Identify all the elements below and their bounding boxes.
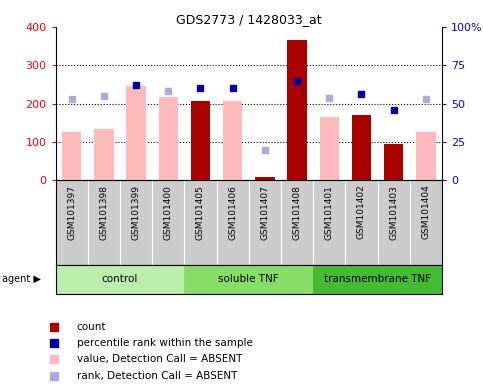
Bar [320,117,339,180]
Bar [56,265,185,294]
Bar [352,115,371,180]
Text: percentile rank within the sample: percentile rank within the sample [77,338,253,348]
Text: GSM101407: GSM101407 [260,185,270,240]
Bar [384,144,403,180]
Text: GSM101403: GSM101403 [389,185,398,240]
Text: GSM101397: GSM101397 [67,185,76,240]
Title: GDS2773 / 1428033_at: GDS2773 / 1428033_at [176,13,322,26]
Bar [62,132,81,180]
Text: control: control [102,274,138,285]
Bar [191,101,210,180]
Text: value, Detection Call = ABSENT: value, Detection Call = ABSENT [77,354,242,364]
Text: GSM101401: GSM101401 [325,185,334,240]
Bar [185,265,313,294]
Text: transmembrane TNF: transmembrane TNF [324,274,431,285]
Text: count: count [77,322,106,332]
Text: GSM101400: GSM101400 [164,185,173,240]
Bar [416,132,436,180]
Text: soluble TNF: soluble TNF [218,274,279,285]
Text: GSM101404: GSM101404 [421,185,430,240]
Text: GSM101402: GSM101402 [357,185,366,240]
Text: GSM101399: GSM101399 [131,185,141,240]
Bar [223,101,242,180]
Bar [127,86,146,180]
Text: GSM101398: GSM101398 [99,185,108,240]
Text: GSM101405: GSM101405 [196,185,205,240]
Bar [287,40,307,180]
Bar [94,129,114,180]
Bar [313,265,442,294]
Bar [158,97,178,180]
Bar [255,177,274,180]
Text: rank, Detection Call = ABSENT: rank, Detection Call = ABSENT [77,371,237,381]
Text: GSM101408: GSM101408 [293,185,301,240]
Text: GSM101406: GSM101406 [228,185,237,240]
Text: agent ▶: agent ▶ [2,274,41,285]
